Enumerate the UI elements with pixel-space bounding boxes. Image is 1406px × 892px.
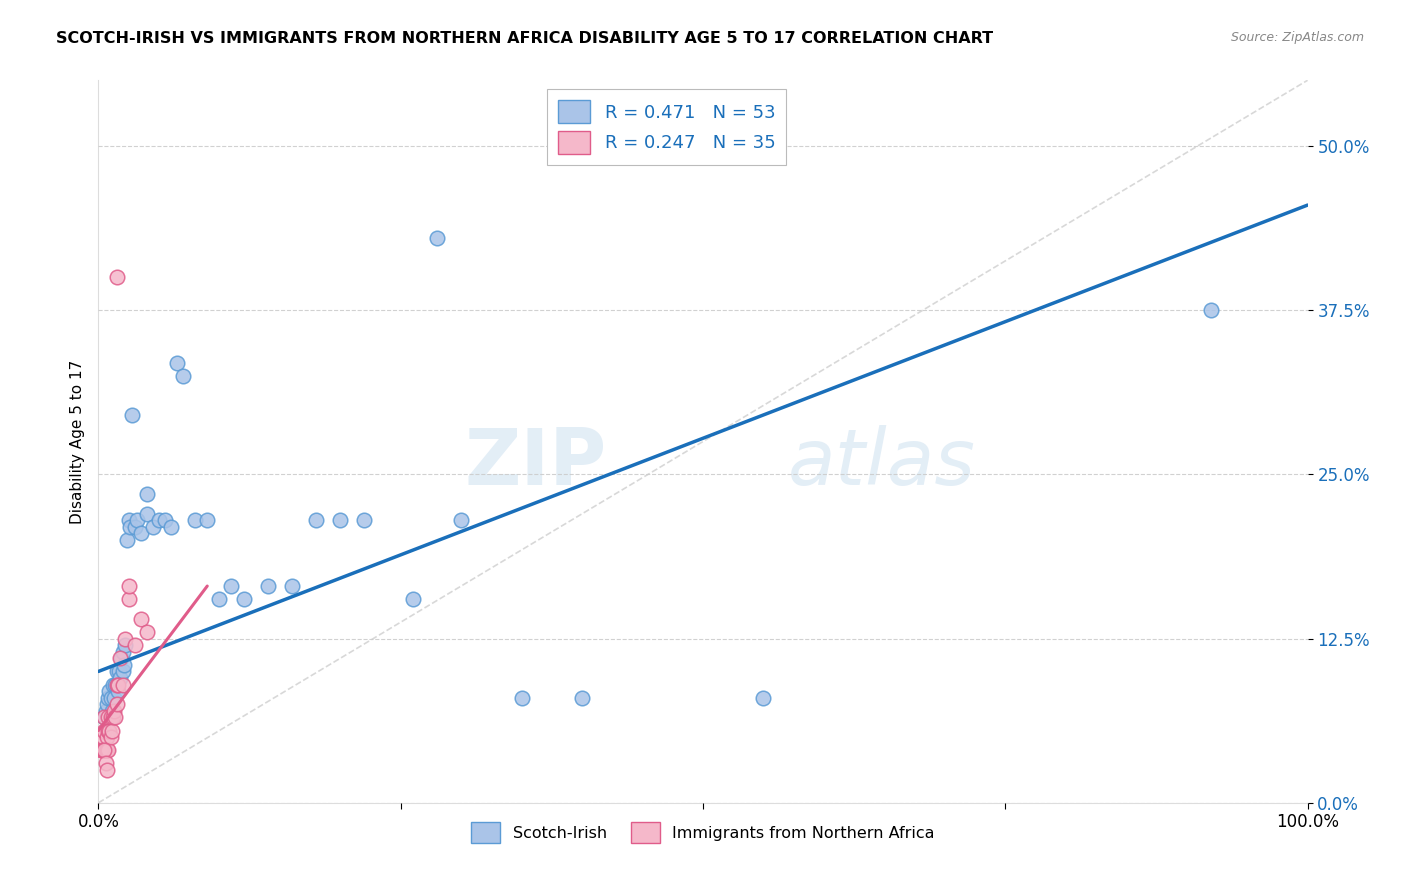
Point <box>94 704 117 718</box>
Point <box>135 507 157 521</box>
Point <box>98 684 121 698</box>
Point <box>96 763 118 777</box>
Point <box>153 513 176 527</box>
Point <box>105 677 128 691</box>
Point <box>353 513 375 527</box>
Point <box>108 651 131 665</box>
Point <box>103 704 125 718</box>
Point <box>121 409 143 423</box>
Text: Source: ZipAtlas.com: Source: ZipAtlas.com <box>1230 31 1364 45</box>
Point <box>114 632 136 646</box>
Y-axis label: Disability Age 5 to 17: Disability Age 5 to 17 <box>69 359 84 524</box>
Text: atlas: atlas <box>787 425 976 501</box>
Point <box>118 520 141 534</box>
Point <box>96 730 118 744</box>
Point <box>111 645 134 659</box>
Point <box>450 513 472 527</box>
Point <box>101 710 124 724</box>
Point <box>118 579 141 593</box>
Point <box>281 579 304 593</box>
Point <box>124 638 146 652</box>
Point <box>402 592 425 607</box>
Legend: Scotch-Irish, Immigrants from Northern Africa: Scotch-Irish, Immigrants from Northern A… <box>465 815 941 849</box>
Point <box>111 677 134 691</box>
Point <box>112 657 135 672</box>
Point <box>100 730 122 744</box>
Point <box>100 690 122 705</box>
Point <box>232 592 254 607</box>
Point <box>129 526 152 541</box>
Point <box>97 723 120 738</box>
Text: ZIP: ZIP <box>464 425 606 501</box>
Point <box>107 684 129 698</box>
Point <box>100 710 122 724</box>
Point <box>97 743 120 757</box>
Point <box>114 638 136 652</box>
Point <box>105 665 128 679</box>
Point <box>93 743 115 757</box>
Point <box>93 743 115 757</box>
Point <box>97 710 120 724</box>
Point <box>108 665 131 679</box>
Point <box>100 723 122 738</box>
Point <box>571 690 593 705</box>
Point <box>108 671 131 685</box>
Point <box>166 356 188 370</box>
Text: SCOTCH-IRISH VS IMMIGRANTS FROM NORTHERN AFRICA DISABILITY AGE 5 TO 17 CORRELATI: SCOTCH-IRISH VS IMMIGRANTS FROM NORTHERN… <box>56 31 994 46</box>
Point <box>117 533 139 547</box>
Point <box>124 520 146 534</box>
Point <box>91 730 114 744</box>
Point <box>135 487 157 501</box>
Point <box>105 270 128 285</box>
Point <box>510 690 533 705</box>
Point <box>110 651 132 665</box>
Point <box>93 723 115 738</box>
Point <box>172 368 194 383</box>
Point <box>100 710 122 724</box>
Point <box>111 665 134 679</box>
Point <box>96 743 118 757</box>
Point <box>105 677 128 691</box>
Point <box>104 710 127 724</box>
Point <box>118 592 141 607</box>
Point <box>93 710 115 724</box>
Point <box>305 513 328 527</box>
Point <box>1199 303 1222 318</box>
Point <box>91 743 114 757</box>
Point <box>221 579 243 593</box>
Point <box>103 690 125 705</box>
Point <box>100 704 122 718</box>
Point <box>96 698 118 712</box>
Point <box>184 513 207 527</box>
Point <box>90 743 112 757</box>
Point <box>94 756 117 771</box>
Point <box>107 677 129 691</box>
Point <box>105 698 128 712</box>
Point <box>129 612 152 626</box>
Point <box>142 520 165 534</box>
Point <box>94 743 117 757</box>
Point <box>426 231 449 245</box>
Point <box>97 690 120 705</box>
Point <box>752 690 775 705</box>
Point <box>148 513 170 527</box>
Point <box>208 592 231 607</box>
Point <box>101 677 124 691</box>
Point <box>329 513 352 527</box>
Point <box>93 710 115 724</box>
Point <box>160 520 183 534</box>
Point <box>98 723 121 738</box>
Point <box>91 743 114 757</box>
Point <box>127 513 149 527</box>
Point <box>135 625 157 640</box>
Point <box>195 513 218 527</box>
Point <box>118 513 141 527</box>
Point <box>256 579 278 593</box>
Point <box>104 677 127 691</box>
